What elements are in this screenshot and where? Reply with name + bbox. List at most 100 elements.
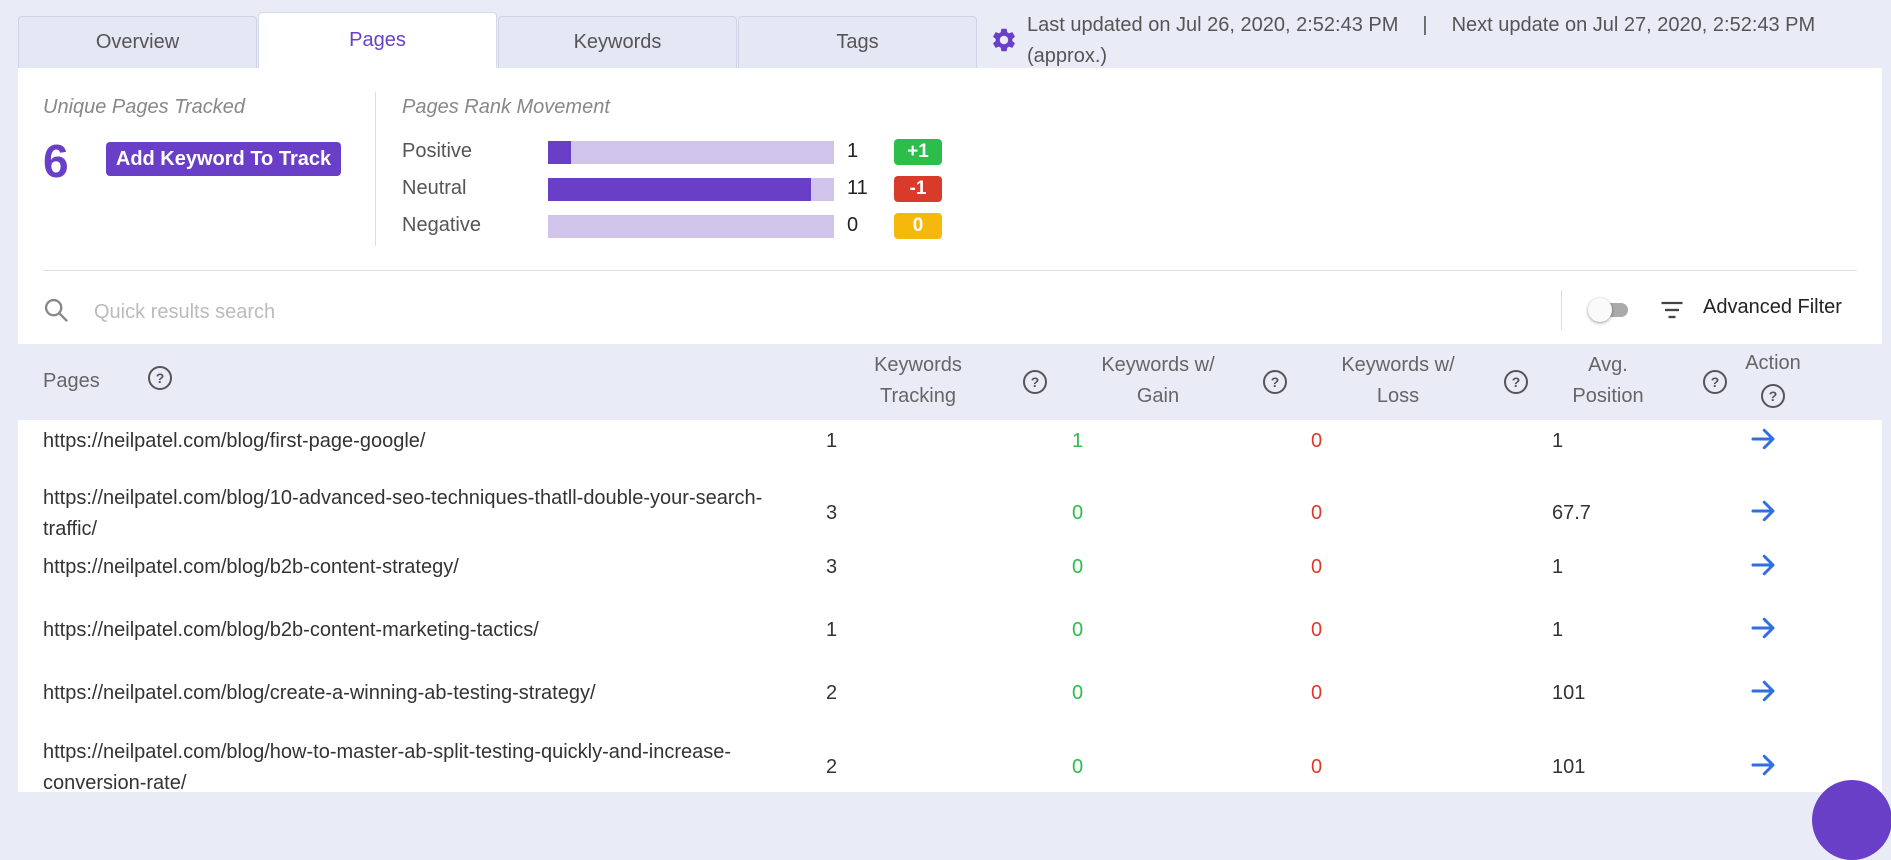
arrow-right-icon[interactable] (1748, 750, 1778, 780)
tab-bar: Overview Pages Keywords Tags (18, 12, 978, 68)
rank-movement-label-negative: Negative (402, 214, 481, 236)
advanced-filter-button[interactable]: Advanced Filter (1703, 296, 1842, 318)
keywords-gain-value: 0 (1072, 556, 1084, 578)
rank-movement-fill-positive (548, 141, 571, 164)
keywords-tracking-value: 3 (826, 556, 838, 578)
filter-toggle-knob (1588, 298, 1612, 322)
help-icon[interactable]: ? (1504, 370, 1528, 394)
unique-pages-count: 6 (43, 135, 69, 187)
avg-position-value: 1 (1552, 430, 1564, 452)
keywords-gain-value: 0 (1072, 682, 1084, 704)
rank-movement-row-neutral: Neutral 11 -1 (402, 176, 1002, 202)
filter-icon[interactable] (1658, 296, 1686, 324)
avg-position-value: 1 (1552, 556, 1564, 578)
summary-divider (375, 92, 376, 246)
rank-movement-badge-positive: +1 (894, 139, 942, 165)
help-icon[interactable]: ? (1023, 370, 1047, 394)
header-avg-position[interactable]: Avg. Position (1548, 350, 1668, 412)
arrow-right-icon[interactable] (1748, 676, 1778, 706)
header-keywords-gain-line1: Keywords w/ (1101, 354, 1215, 376)
header-keywords-loss-line2: Loss (1376, 385, 1420, 407)
arrow-right-icon[interactable] (1748, 496, 1778, 526)
help-icon[interactable]: ? (1761, 384, 1785, 408)
rank-movement-bar-positive (548, 141, 834, 164)
page-url[interactable]: https://neilpatel.com/blog/first-page-go… (43, 430, 426, 452)
page-url[interactable]: https://neilpatel.com/blog/b2b-content-m… (43, 619, 539, 641)
keywords-tracking-value: 3 (826, 502, 838, 524)
keywords-gain-value: 0 (1072, 619, 1084, 641)
help-icon[interactable]: ? (148, 366, 172, 390)
header-keywords-gain-line2: Gain (1136, 385, 1180, 407)
avg-position-value: 101 (1552, 756, 1586, 778)
rank-movement-bar-negative (548, 215, 834, 238)
header-pages[interactable]: Pages (43, 370, 100, 392)
update-separator: | (1422, 14, 1428, 36)
rank-movement-bar-neutral (548, 178, 834, 201)
keywords-loss-value: 0 (1311, 682, 1323, 704)
header-keywords-gain[interactable]: Keywords w/ Gain (1068, 350, 1248, 412)
gear-icon[interactable] (990, 26, 1018, 54)
keywords-loss-value: 0 (1311, 756, 1323, 778)
keywords-tracking-value: 1 (826, 619, 838, 641)
avg-position-value: 101 (1552, 682, 1586, 704)
keywords-tracking-value: 2 (826, 682, 838, 704)
header-avg-position-line1: Avg. (1588, 354, 1628, 376)
unique-pages-label: Unique Pages Tracked (43, 96, 245, 118)
avg-position-value: 67.7 (1552, 502, 1591, 524)
page-url[interactable]: https://neilpatel.com/blog/10-advanced-s… (43, 487, 763, 540)
tab-tags[interactable]: Tags (738, 16, 977, 68)
arrow-right-icon[interactable] (1748, 550, 1778, 580)
keywords-loss-value: 0 (1311, 556, 1323, 578)
keywords-loss-value: 0 (1311, 502, 1323, 524)
table-row: https://neilpatel.com/blog/b2b-content-s… (18, 546, 1882, 590)
arrow-right-icon[interactable] (1748, 613, 1778, 643)
rank-movement-count-neutral: 11 (847, 177, 868, 199)
header-avg-position-line2: Position (1572, 385, 1644, 407)
section-divider (43, 270, 1857, 271)
header-keywords-loss[interactable]: Keywords w/ Loss (1308, 350, 1488, 412)
rank-movement-badge-negative: 0 (894, 213, 942, 239)
page-url[interactable]: https://neilpatel.com/blog/how-to-master… (43, 741, 732, 794)
avg-position-value: 1 (1552, 619, 1564, 641)
rank-movement-label-positive: Positive (402, 140, 473, 162)
rank-movement-row-negative: Negative 0 0 (402, 213, 1002, 239)
next-update-text: Next update on Jul 27, 2020, 2:52:43 PM (1451, 14, 1816, 36)
filter-toggle[interactable] (1588, 298, 1630, 322)
keywords-loss-value: 0 (1311, 430, 1323, 452)
search-divider (1561, 290, 1562, 330)
table-row: https://neilpatel.com/blog/create-a-winn… (18, 672, 1882, 716)
tab-pages[interactable]: Pages (258, 12, 497, 68)
last-updated-text: Last updated on Jul 26, 2020, 2:52:43 PM (1027, 14, 1399, 36)
table-row: https://neilpatel.com/blog/first-page-go… (18, 420, 1882, 464)
help-icon[interactable]: ? (1263, 370, 1287, 394)
keywords-gain-value: 0 (1072, 756, 1084, 778)
page-url[interactable]: https://neilpatel.com/blog/b2b-content-s… (43, 556, 459, 578)
pages-panel: Unique Pages Tracked 6 Add Keyword To Tr… (18, 68, 1882, 794)
header-keywords-tracking-line2: Tracking (880, 385, 956, 407)
help-icon[interactable]: ? (1703, 370, 1727, 394)
table-header: Pages ? Keywords Tracking ? Keywords w/ … (18, 344, 1882, 420)
search-icon (44, 298, 68, 322)
table-row: https://neilpatel.com/blog/how-to-master… (18, 735, 1882, 801)
rank-movement-fill-neutral (548, 178, 812, 201)
header-keywords-loss-line1: Keywords w/ (1341, 354, 1455, 376)
header-action: Action (1745, 352, 1801, 374)
tab-keywords[interactable]: Keywords (498, 16, 737, 68)
table-row: https://neilpatel.com/blog/10-advanced-s… (18, 481, 1882, 547)
keywords-loss-value: 0 (1311, 619, 1323, 641)
keywords-gain-value: 1 (1072, 430, 1084, 452)
quick-search-input[interactable] (92, 294, 1536, 330)
page-url[interactable]: https://neilpatel.com/blog/create-a-winn… (43, 682, 596, 704)
chat-launcher-button[interactable] (1812, 780, 1891, 860)
add-keyword-button[interactable]: Add Keyword To Track (106, 142, 341, 176)
keywords-tracking-value: 1 (826, 430, 838, 452)
arrow-right-icon[interactable] (1748, 424, 1778, 454)
keywords-tracking-value: 2 (826, 756, 838, 778)
tab-overview[interactable]: Overview (18, 16, 257, 68)
rank-movement-badge-neutral: -1 (894, 176, 942, 202)
rank-movement-label-neutral: Neutral (402, 177, 467, 199)
header-keywords-tracking[interactable]: Keywords Tracking (838, 350, 998, 412)
rank-movement-row-positive: Positive 1 +1 (402, 139, 1002, 165)
update-approx-text: (approx.) (1027, 45, 1108, 67)
header-keywords-tracking-line1: Keywords (874, 354, 962, 376)
